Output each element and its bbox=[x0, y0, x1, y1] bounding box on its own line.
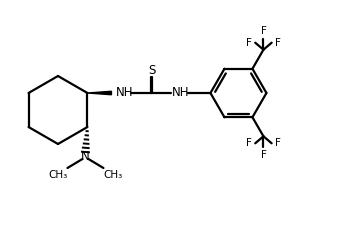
Text: F: F bbox=[246, 38, 252, 48]
Text: CH₃: CH₃ bbox=[48, 170, 67, 180]
Polygon shape bbox=[87, 91, 111, 95]
Text: F: F bbox=[261, 150, 266, 160]
Text: NH: NH bbox=[115, 87, 133, 99]
Text: N: N bbox=[81, 150, 90, 162]
Text: F: F bbox=[275, 138, 281, 148]
Text: NH: NH bbox=[171, 87, 189, 99]
Text: S: S bbox=[148, 63, 155, 77]
Text: CH₃: CH₃ bbox=[103, 170, 123, 180]
Text: F: F bbox=[246, 138, 252, 148]
Text: F: F bbox=[275, 38, 281, 48]
Text: F: F bbox=[261, 26, 266, 36]
